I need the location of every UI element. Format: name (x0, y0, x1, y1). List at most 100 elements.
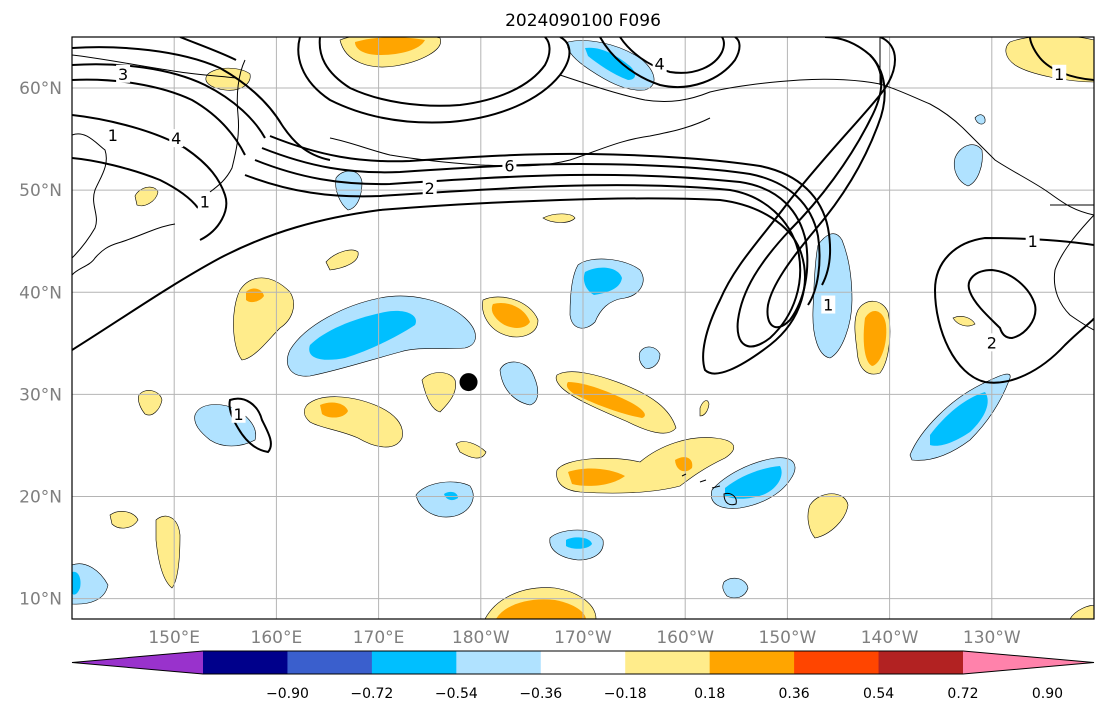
contour-label: 1 (233, 405, 243, 424)
contour-line (318, 37, 551, 107)
colorbar-tick-label: 0.90 (1032, 686, 1063, 702)
colorbar-segment (540, 651, 626, 674)
contour-line (1029, 37, 1094, 81)
okhotsk-coastline (72, 54, 237, 79)
hawaii-islands (681, 473, 737, 506)
contour-label-background (197, 192, 212, 211)
colorbar-segment (794, 651, 880, 674)
positive-anomaly-area (542, 213, 576, 223)
negative-anomaly-area (638, 346, 661, 369)
colorbar-tick-label: −0.90 (266, 686, 309, 702)
contour-label: 1 (200, 192, 210, 211)
lat-tick-label: 30°N (19, 385, 62, 405)
colorbar-tick-label: −0.72 (350, 686, 393, 702)
colorbar: −0.90 −0.72 −0.54 −0.36 −0.18 0.18 0.36 0.54 0.7… (71, 650, 1095, 702)
contour-label-background (116, 64, 131, 83)
map-body: 3 1 4 1 2 6 4 1 1 2 1 1 (72, 37, 1094, 619)
contour-line (72, 114, 228, 241)
positive-anomaly-core (568, 468, 625, 486)
positive-anomaly-area (699, 400, 710, 417)
colorbar-tick-label: 0.72 (947, 686, 978, 702)
negative-anomaly-core (309, 310, 416, 360)
colorbar-segment (709, 651, 795, 674)
lon-tick-label: 140°W (861, 628, 919, 648)
positive-anomaly-area (1069, 605, 1094, 619)
contour-label: 2 (987, 333, 997, 352)
lat-tick-label: 20°N (19, 487, 62, 507)
lat-tick-label: 50°N (19, 181, 62, 201)
colorbar-tick-label: −0.54 (435, 686, 478, 702)
positive-anomaly-area (325, 249, 359, 271)
lat-tick-label: 40°N (19, 283, 62, 303)
longitude-tick-labels: 150°E 160°E 170°E 180°W 170°W 160°W 150°W 140°W… (148, 628, 1021, 648)
negative-anomaly-area (415, 481, 474, 518)
positive-anomaly-area (205, 67, 251, 91)
lon-tick-label: 170°E (353, 628, 405, 648)
lon-tick-label: 180°W (452, 628, 510, 648)
contour-label: 6 (504, 157, 514, 176)
contour-label: 4 (171, 129, 181, 148)
contour-label: 2 (425, 179, 435, 198)
lon-tick-label: 130°W (963, 628, 1021, 648)
colorbar-outline (71, 650, 1095, 675)
colorbar-segment (878, 651, 964, 674)
colorbar-segment (203, 651, 288, 674)
lat-tick-label: 10°N (19, 590, 62, 610)
contour-line (72, 78, 246, 156)
positive-anomaly-area (455, 441, 487, 459)
contour-label-background (502, 156, 517, 175)
lat-tick-label: 60°N (19, 79, 62, 99)
negative-anomaly-core (725, 466, 782, 499)
lon-tick-label: 170°W (554, 628, 612, 648)
lon-tick-label: 150°E (148, 628, 200, 648)
negative-anomaly-core (72, 571, 81, 595)
map-frame (71, 36, 1095, 620)
chart-title: 2024090100 F096 (505, 11, 661, 31)
lon-tick-label: 160°E (251, 628, 303, 648)
contour-label-background (1025, 232, 1040, 251)
colorbar-segment (456, 651, 542, 674)
contour-line (269, 135, 831, 286)
positive-anomaly-area (952, 316, 976, 327)
positive-anomaly-core (320, 402, 348, 418)
contour-line (297, 37, 571, 124)
positive-anomaly-area (421, 372, 456, 413)
contour-line (599, 37, 741, 89)
negative-anomaly-core (585, 47, 636, 80)
contour-label: 3 (118, 65, 128, 84)
contour-label: 1 (108, 126, 118, 145)
negative-anomaly-area (953, 144, 983, 187)
positive-anomaly-core (675, 457, 693, 472)
negative-anomaly-core (930, 392, 988, 446)
positive-anomaly-core (491, 302, 530, 328)
positive-anomaly-core (566, 382, 645, 418)
contour-label: 4 (655, 55, 665, 74)
colorbar-tick-label: 0.36 (779, 686, 810, 702)
contour-line (254, 54, 886, 329)
colorbar-segment (287, 651, 373, 674)
lon-tick-label: 160°W (656, 628, 714, 648)
positive-anomaly-area (138, 390, 163, 416)
contour-line (244, 37, 883, 348)
colorbar-extend-min (72, 651, 203, 674)
asia-coastline (72, 133, 107, 259)
colorbar-tick-label: 0.18 (694, 686, 725, 702)
contour-label-background (821, 295, 836, 314)
colorbar-tick-label: −0.18 (604, 686, 647, 702)
contour-line (72, 157, 199, 209)
contour-labels: 3 1 4 1 2 6 4 1 1 2 1 1 (105, 54, 1067, 424)
contour-line (967, 268, 1037, 340)
latitude-tick-labels: 10°N 20°N 30°N 40°N 50°N 60°N (19, 79, 62, 610)
negative-anomaly-area (974, 114, 986, 125)
contour-label-background (422, 179, 437, 198)
colorbar-tick-label: −0.36 (519, 686, 562, 702)
anomaly-shading (72, 37, 1094, 619)
japan-coastline (72, 223, 176, 276)
contour-line (261, 147, 821, 306)
colorbar-segment (625, 651, 711, 674)
positive-anomaly-area (109, 511, 139, 529)
contour-label: 1 (1054, 65, 1064, 84)
negative-anomaly-area (722, 577, 749, 599)
